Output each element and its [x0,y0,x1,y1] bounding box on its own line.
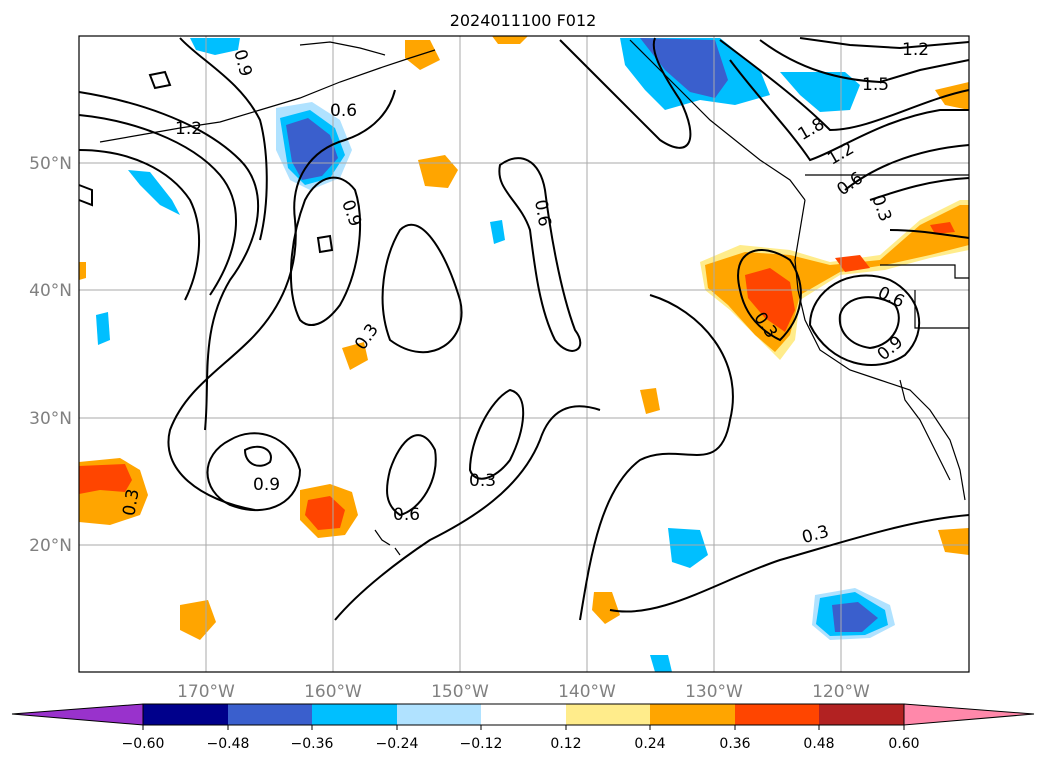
lon-label: 130°W [685,682,743,702]
colorbar-tick-label: −0.24 [376,736,419,752]
negative-patch [490,220,505,244]
negative-patch [128,170,180,215]
lon-label: 170°W [177,682,235,702]
lon-label: 120°W [812,682,870,702]
colorbar-tick-label: 0.24 [634,736,665,752]
colorbar-tick-label: 0.60 [888,736,919,752]
colorbar-segment [312,704,397,725]
contour-label: 0.9 [253,475,280,495]
colorbar-tick-label: −0.48 [207,736,250,752]
colorbar-tick-label: −0.36 [291,736,334,752]
contour-label: 0.3 [119,487,143,517]
colorbar-segment [566,704,650,725]
lon-label: 140°W [558,682,616,702]
colorbar: −0.60 −0.48 −0.36 −0.24 −0.12 0.12 0.24 … [11,703,1035,752]
colorbar-tick-label: 0.12 [550,736,581,752]
lon-label: 150°W [431,682,489,702]
colorbar-segment [143,704,228,725]
positive-patch [342,342,368,370]
positive-patch [405,40,440,70]
shaded-fields [79,36,969,672]
longitude-labels: 170°W 160°W 150°W 140°W 130°W 120°W [177,682,870,702]
colorbar-segment [650,704,735,725]
map-panel: 1.2 0.6 0.9 0.3 1.5 1.8 1.2 0.6 0.3 0.6 … [29,35,970,702]
negative-patch [668,528,708,568]
lon-label: 160°W [304,682,362,702]
lat-label: 40°N [29,281,72,301]
positive-patch [492,36,528,44]
contour-label: 1.5 [862,75,889,95]
positive-patch [930,222,955,234]
negative-patch [640,38,728,98]
negative-patch [832,602,878,632]
colorbar-tick-label: 0.36 [719,736,750,752]
positive-patch [592,592,620,624]
colorbar-tick-label: 0.48 [803,736,834,752]
contours [78,37,970,621]
colorbar-tick-label: −0.12 [460,736,503,752]
latitude-labels: 50°N 40°N 30°N 20°N [29,154,72,556]
lat-label: 20°N [29,536,72,556]
positive-patch [935,82,969,110]
positive-patch [745,268,795,332]
lat-label: 50°N [29,154,72,174]
positive-patch [79,464,132,494]
positive-patch [79,262,86,280]
contour-label: 1.2 [175,119,202,139]
contour-label: 0.6 [330,101,357,121]
colorbar-tick-label: −0.60 [122,736,165,752]
colorbar-segment [228,704,312,725]
negative-patch [286,118,338,180]
positive-patch [180,600,216,640]
positive-patch [835,255,870,272]
colorbar-segment [397,704,481,725]
map-frame [78,35,970,673]
positive-patch [938,528,969,555]
colorbar-tick-labels: −0.60 −0.48 −0.36 −0.24 −0.12 0.12 0.24 … [122,736,920,752]
map-background [79,36,969,672]
colorbar-extend-high [903,703,1035,726]
colorbar-segment [481,704,566,725]
contour-label: 0.6 [393,505,420,525]
lat-label: 30°N [29,409,72,429]
coastlines [99,39,969,556]
colorbar-segment [735,704,819,725]
colorbar-segment [819,704,904,725]
negative-patch [650,655,672,672]
positive-patch [305,496,345,530]
contour-label: 0.3 [469,471,496,491]
contour-label: 1.2 [902,40,929,60]
map-title: 2024011100 F012 [450,11,597,30]
negative-patch [190,38,240,55]
colorbar-ticks [142,725,905,730]
colorbar-extend-low [11,703,144,726]
negative-patch [96,312,110,345]
contour-label: 0.6 [530,198,554,228]
negative-patch [780,72,860,112]
graticule [79,36,969,672]
positive-patch [640,388,660,414]
